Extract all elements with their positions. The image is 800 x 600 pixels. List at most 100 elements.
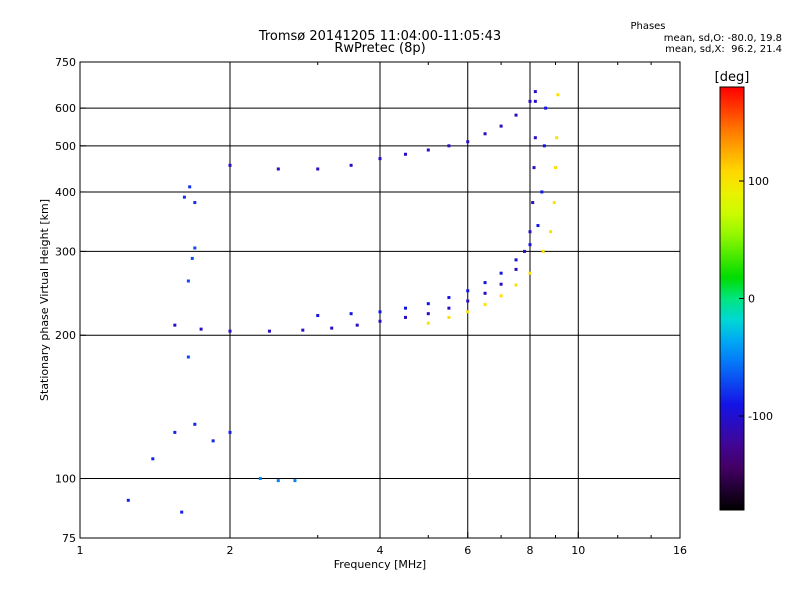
data-point [466,310,470,314]
data-point [528,99,532,103]
y-tick-label: 500 [55,140,76,153]
data-point [316,314,320,318]
chart-title: Tromsø 20141205 11:04:00-11:05:43 [258,29,502,44]
x-tick-label: 6 [464,544,471,557]
x-tick-label: 8 [527,544,534,557]
data-point [126,498,130,502]
data-point [555,136,559,140]
data-point [190,256,194,260]
y-tick-label: 750 [55,56,76,69]
data-point [349,163,353,167]
data-point [466,289,470,293]
data-point [544,106,548,110]
chart-subtitle: RwPretec (8p) [334,41,426,56]
data-point [426,148,430,152]
colorbar-tick-label: 0 [748,293,755,306]
data-point [378,310,382,314]
x-tick-label: 4 [377,544,384,557]
data-point [211,439,215,443]
data-point [193,201,197,205]
data-point [533,90,537,94]
data-point [542,144,546,148]
y-tick-label: 600 [55,102,76,115]
data-point [523,249,527,253]
data-point [483,281,487,285]
data-point [532,166,536,170]
x-tick-label: 2 [227,544,234,557]
y-axis-label: Stationary phase Virtual Height [km] [38,199,51,401]
colorbar-label: [deg] [715,70,750,85]
y-tick-label: 400 [55,186,76,199]
data-point [447,296,451,300]
data-point [549,230,553,234]
data-point [180,510,184,514]
data-point [276,167,280,171]
data-point [276,479,280,483]
stats-line-o: mean, sd,O: -80.0, 19.8 [663,33,782,44]
data-point [403,152,407,156]
data-point [553,166,557,170]
data-point [228,163,232,167]
x-tick-label: 10 [571,544,585,557]
data-point [426,321,430,325]
data-point [151,457,155,461]
data-point [188,185,192,189]
data-point [403,306,407,310]
data-point [514,258,518,262]
data-point [426,312,430,316]
data-point [378,157,382,161]
data-point [426,302,430,306]
data-point [531,201,535,205]
data-point [552,201,556,205]
data-point [466,299,470,303]
data-point [355,323,359,327]
x-axis-label: Frequency [MHz] [334,558,426,571]
data-point [173,430,177,434]
data-point [528,271,532,275]
data-points [126,90,560,514]
colorbar-tick-label: -100 [748,410,773,423]
data-point [267,329,271,333]
data-point [258,477,262,481]
data-point [199,327,203,331]
data-point [499,271,503,275]
data-point [483,303,487,307]
data-point [514,113,518,117]
y-tick-label: 300 [55,245,76,258]
data-point [228,329,232,333]
data-point [514,267,518,271]
y-tick-label: 200 [55,329,76,342]
data-point [403,315,407,319]
data-point [533,99,537,103]
data-point [540,190,544,194]
y-tick-label: 100 [55,473,76,486]
data-point [466,140,470,144]
data-point [541,249,545,253]
stats-line-x: mean, sd,X: 96.2, 21.4 [665,44,782,55]
data-point [499,282,503,286]
data-point [483,291,487,295]
data-point [182,195,186,199]
data-point [514,283,518,287]
data-point [293,479,297,483]
data-point [528,243,532,247]
data-point [228,430,232,434]
x-tick-label: 16 [673,544,687,557]
data-point [447,315,451,319]
data-point [499,124,503,128]
data-point [536,224,540,228]
y-tick-label: 75 [62,532,76,545]
data-point [483,132,487,136]
data-point [499,294,503,298]
colorbar-tick-label: 100 [748,175,769,188]
data-point [316,167,320,171]
data-point [533,136,537,140]
data-point [186,355,190,359]
data-point [173,323,177,327]
stats-title: Phases [630,21,666,32]
data-point [447,306,451,310]
data-point [193,422,197,426]
data-point [528,230,532,234]
data-point [447,144,451,148]
